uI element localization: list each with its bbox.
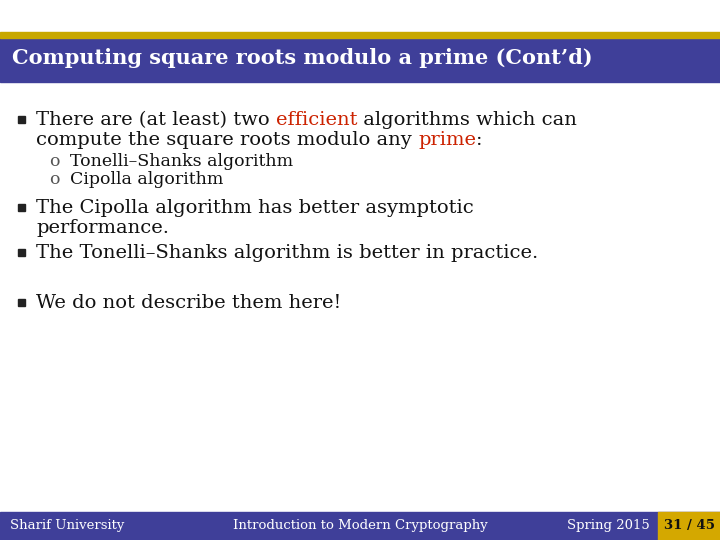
Text: Computing square roots modulo a prime (Cont’d): Computing square roots modulo a prime (C… [12, 48, 593, 68]
Text: performance.: performance. [36, 219, 169, 237]
Text: o: o [49, 153, 59, 171]
Text: The Cipolla algorithm has better asymptotic: The Cipolla algorithm has better asympto… [36, 199, 474, 217]
Bar [0, 32, 720, 38]
Text: prime: prime [418, 131, 476, 149]
Text: We do not describe them here!: We do not describe them here! [36, 294, 341, 312]
Bar [0, 512, 720, 540]
Text: Spring 2015: Spring 2015 [567, 519, 650, 532]
Text: compute the square roots modulo any: compute the square roots modulo any [36, 131, 418, 149]
Bar [18, 116, 25, 123]
Text: Introduction to Modern Cryptography: Introduction to Modern Cryptography [233, 519, 487, 532]
Text: efficient: efficient [276, 111, 357, 129]
Bar [0, 34, 720, 82]
Text: Cipolla algorithm: Cipolla algorithm [70, 172, 223, 188]
Text: There are (at least) two: There are (at least) two [36, 111, 276, 129]
Text: algorithms which can: algorithms which can [357, 111, 577, 129]
Text: o: o [49, 172, 59, 188]
Bar [18, 249, 25, 256]
Bar [18, 299, 25, 306]
Bar [658, 512, 720, 540]
Text: Sharif University: Sharif University [10, 519, 125, 532]
Text: 31 / 45: 31 / 45 [664, 519, 714, 532]
Text: Tonelli–Shanks algorithm: Tonelli–Shanks algorithm [70, 153, 293, 171]
Bar [18, 204, 25, 211]
Text: :: : [476, 131, 482, 149]
Text: The Tonelli–Shanks algorithm is better in practice.: The Tonelli–Shanks algorithm is better i… [36, 244, 539, 262]
